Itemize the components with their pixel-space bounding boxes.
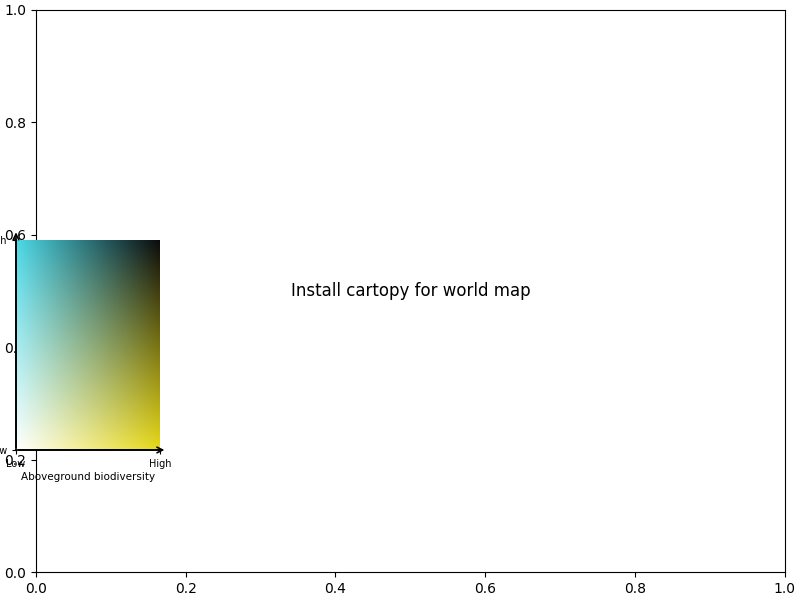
Text: Install cartopy for world map: Install cartopy for world map [290, 282, 530, 300]
X-axis label: Aboveground biodiversity: Aboveground biodiversity [21, 472, 155, 482]
